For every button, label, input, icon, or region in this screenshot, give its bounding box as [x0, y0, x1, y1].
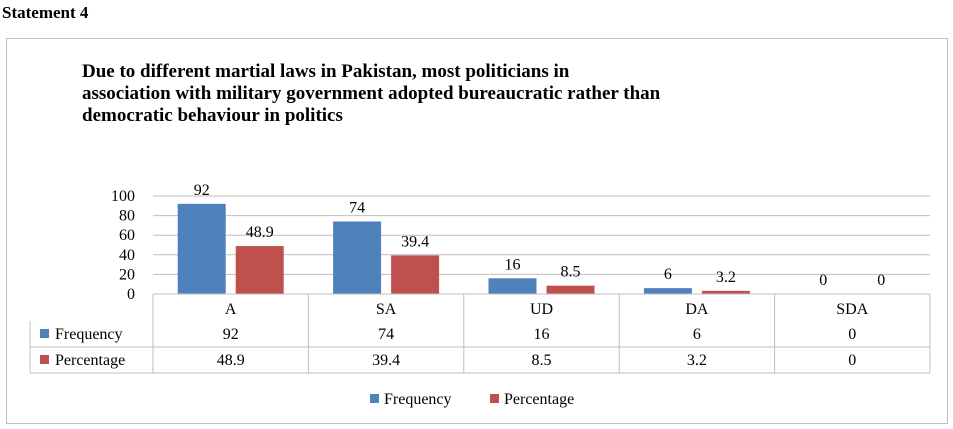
data-label-percentage: 0 — [877, 272, 885, 289]
table-cell: 8.5 — [532, 352, 552, 369]
table-cell: 74 — [378, 326, 394, 343]
table-legend-key-frequency — [40, 329, 49, 338]
table-cell: 39.4 — [372, 352, 400, 369]
bar-percentage — [701, 290, 750, 294]
legend-key-percentage — [490, 394, 499, 403]
data-label-frequency: 16 — [505, 256, 521, 273]
data-label-frequency: 6 — [664, 266, 672, 283]
bar-frequency — [177, 203, 226, 294]
table-row-label-frequency: Frequency — [55, 326, 123, 343]
y-tick-label: 0 — [127, 286, 135, 303]
table-cell: 92 — [223, 326, 239, 343]
category-label: SDA — [836, 301, 868, 318]
y-tick-label: 40 — [119, 247, 135, 264]
data-label-percentage: 8.5 — [561, 264, 581, 281]
data-label-percentage: 3.2 — [716, 269, 736, 286]
category-label: DA — [685, 301, 709, 318]
data-label-frequency: 74 — [349, 199, 365, 216]
data-label-percentage: 39.4 — [401, 233, 429, 250]
y-tick-label: 100 — [111, 188, 135, 205]
table-cell: 0 — [848, 352, 856, 369]
table-cell: 48.9 — [217, 352, 245, 369]
statement-heading: Statement 4 — [2, 3, 89, 22]
table-cell: 3.2 — [687, 352, 707, 369]
data-label-percentage: 48.9 — [246, 224, 274, 241]
legend-label-frequency: Frequency — [384, 391, 452, 408]
y-tick-label: 80 — [119, 208, 135, 225]
data-label-frequency: 0 — [819, 272, 827, 289]
category-label: UD — [530, 301, 553, 318]
table-cell: 16 — [534, 326, 550, 343]
bar-frequency — [643, 288, 692, 294]
bar-percentage — [235, 246, 284, 294]
legend-label-percentage: Percentage — [504, 391, 574, 408]
category-label: A — [225, 301, 237, 318]
bar-frequency — [488, 278, 537, 294]
y-tick-label: 20 — [119, 266, 135, 283]
table-row-label-percentage: Percentage — [55, 352, 125, 369]
table-cell: 0 — [848, 326, 856, 343]
bar-frequency — [333, 221, 382, 294]
chart-title-line-2: association with military government ado… — [82, 83, 661, 104]
bar-percentage — [391, 255, 440, 294]
chart-frame — [6, 38, 948, 424]
legend-key-frequency — [370, 394, 379, 403]
data-label-frequency: 92 — [194, 182, 210, 199]
category-label: SA — [376, 301, 397, 318]
y-tick-label: 60 — [119, 227, 135, 244]
table-legend-key-percentage — [40, 355, 49, 364]
chart-title-line-1: Due to different martial laws in Pakista… — [82, 61, 570, 82]
chart-title: Due to different martial laws in Pakista… — [82, 61, 862, 127]
chart-title-line-3: democratic behaviour in politics — [82, 105, 343, 126]
bar-percentage — [546, 285, 595, 294]
table-cell: 6 — [693, 326, 701, 343]
